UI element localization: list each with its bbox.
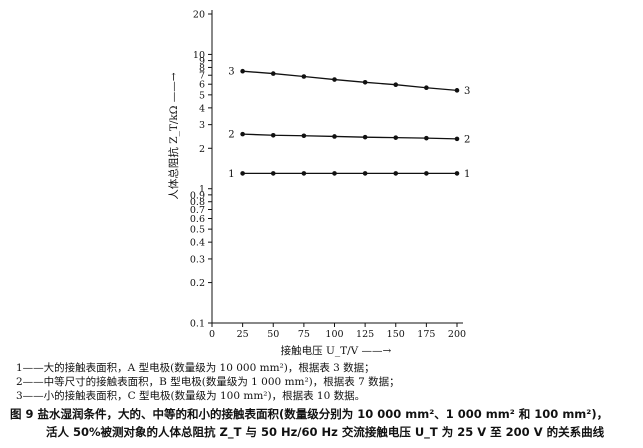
x-tick-label: 25 bbox=[237, 329, 249, 340]
y-tick-label: 3 bbox=[199, 120, 205, 131]
y-tick-label: 0.6 bbox=[190, 214, 205, 225]
series-2-label-left: 2 bbox=[228, 130, 234, 141]
series-3-label-right: 3 bbox=[464, 86, 470, 97]
x-tick-label: 175 bbox=[417, 329, 435, 340]
y-tick-label: 10 bbox=[193, 50, 205, 61]
series-3-label-left: 3 bbox=[228, 67, 234, 78]
x-tick-label: 50 bbox=[267, 329, 279, 340]
series-2-point bbox=[454, 136, 460, 142]
series-2-line bbox=[242, 133, 458, 140]
series-1-point bbox=[270, 171, 276, 176]
series-1-point bbox=[240, 171, 245, 176]
series-1-point bbox=[454, 171, 460, 176]
y-tick-label: 6 bbox=[199, 80, 205, 91]
series-2-point bbox=[424, 135, 429, 141]
series-3-point bbox=[393, 82, 399, 88]
y-tick-label: 4 bbox=[199, 103, 205, 114]
series-1-point bbox=[301, 171, 307, 176]
y-tick-label: 0.3 bbox=[190, 254, 205, 265]
series-1-label-right: 1 bbox=[464, 169, 470, 180]
series-2-point bbox=[393, 135, 399, 140]
x-tick-label: 125 bbox=[356, 329, 374, 340]
x-tick-label: 200 bbox=[448, 329, 466, 340]
series-1-point bbox=[332, 171, 337, 176]
y-tick-label: 5 bbox=[199, 90, 205, 101]
series-2-label-right: 2 bbox=[464, 134, 470, 145]
x-tick-label: 0 bbox=[209, 329, 215, 340]
series-2-point bbox=[240, 131, 245, 137]
y-tick-label: 9 bbox=[199, 56, 205, 67]
series-3-point bbox=[362, 80, 368, 85]
series-1-point bbox=[424, 171, 429, 176]
series-3-point bbox=[240, 68, 245, 74]
legend-item-3: 3——小的接触表面积，C 型电极(数量级为 100 mm²)，根据表 10 数据… bbox=[16, 390, 366, 402]
y-tick-label: 7 bbox=[199, 71, 205, 82]
figure-caption-line-1: 图 9 盐水湿润条件，大的、中等的和小的接触表面积(数量级分别为 10 000 … bbox=[10, 407, 609, 421]
y-tick-label: 0.4 bbox=[190, 238, 205, 249]
series-3-point bbox=[332, 77, 337, 82]
y-axis-label: 人体总阻抗 Z_T/kΩ ——→ bbox=[167, 72, 180, 199]
figure-caption-line-2: 活人 50%被测对象的人体总阻抗 Z_T 与 50 Hz/60 Hz 交流接触电… bbox=[46, 425, 605, 439]
y-tick-label: 0.7 bbox=[190, 205, 205, 216]
series-3-point bbox=[301, 74, 307, 79]
x-axis-label: 接触电压 U_T/V ——→ bbox=[281, 344, 392, 357]
y-tick-label: 0.5 bbox=[190, 225, 205, 236]
y-tick-label: 20 bbox=[193, 10, 205, 21]
y-tick-label: 2 bbox=[199, 144, 205, 155]
y-tick-label: 1 bbox=[199, 184, 205, 195]
series-2-point bbox=[362, 134, 368, 140]
legend-item-1: 1——大的接触表面积，A 型电极(数量级为 10 000 mm²)，根据表 3 … bbox=[16, 362, 375, 374]
x-tick-label: 150 bbox=[387, 329, 405, 340]
x-tick-label: 75 bbox=[298, 329, 310, 340]
series-1-point bbox=[393, 171, 399, 176]
y-tick-label: 0.9 bbox=[190, 190, 205, 201]
series-2-point bbox=[332, 134, 337, 139]
y-tick-label: 8 bbox=[199, 63, 205, 74]
legend-item-2: 2——中等尺寸的接触表面积，B 型电极(数量级为 1 000 mm²)，根据表 … bbox=[16, 376, 400, 388]
series-2-point bbox=[270, 132, 276, 138]
chart-svg: 0.10.20.30.40.50.60.70.80.91234567891020… bbox=[167, 10, 470, 358]
y-tick-label: 0.1 bbox=[190, 319, 205, 330]
series-1-point bbox=[362, 171, 368, 176]
series-1-label-left: 1 bbox=[228, 169, 234, 180]
series-3-line bbox=[242, 70, 458, 92]
series-2-point bbox=[301, 133, 307, 139]
x-tick-label: 100 bbox=[325, 329, 343, 340]
y-tick-label: 0.8 bbox=[190, 197, 205, 208]
series-3-point bbox=[454, 88, 460, 93]
chart: 0.1 0.2 0.3 0.4 0.5 0.6 0.7 0.8 0.9 1 2 3 4 5 6 7 8 9 10 20… bbox=[167, 10, 470, 358]
series-3-point bbox=[424, 85, 429, 91]
y-tick-label: 0.2 bbox=[190, 278, 205, 289]
series-3-point bbox=[270, 71, 276, 76]
